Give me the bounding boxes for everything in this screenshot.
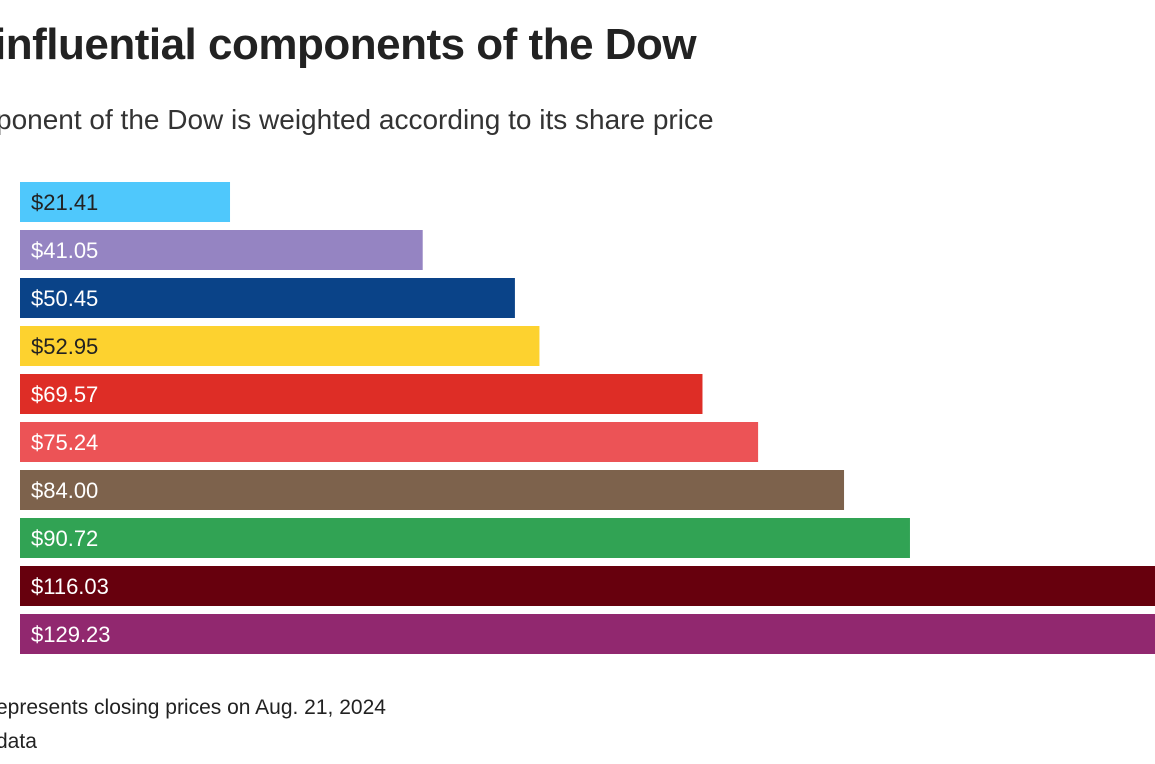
bar	[20, 326, 540, 366]
bar	[20, 566, 1155, 606]
bar	[20, 470, 845, 510]
bar-value-label: $129.23	[31, 622, 111, 647]
chart-subtitle: ponent of the Dow is weighted according …	[0, 104, 714, 135]
bar-chart: $21.41 $41.05 $50.45 $52.95 $69.57 $75.24 $84.…	[20, 182, 1155, 654]
bar	[20, 614, 1155, 654]
chart-source: data	[0, 730, 37, 753]
bar-value-label: $21.41	[31, 190, 98, 215]
chart-note: epresents closing prices on Aug. 21, 202…	[0, 696, 386, 719]
bar	[20, 518, 910, 558]
bar-value-label: $50.45	[31, 286, 98, 311]
bar-value-label: $116.03	[31, 574, 109, 599]
bar-value-label: $69.57	[31, 382, 98, 407]
bar	[20, 278, 515, 318]
bar-value-label: $41.05	[31, 238, 98, 263]
bar-value-label: $84.00	[31, 478, 98, 503]
bar	[20, 182, 231, 222]
bar-value-label: $52.95	[31, 334, 98, 359]
bar-value-label: $90.72	[31, 526, 98, 551]
bar	[20, 422, 759, 462]
bar	[20, 230, 423, 270]
bar	[20, 374, 703, 414]
bar-value-label: $75.24	[31, 430, 98, 455]
chart-title: influential components of the Dow	[0, 20, 697, 69]
